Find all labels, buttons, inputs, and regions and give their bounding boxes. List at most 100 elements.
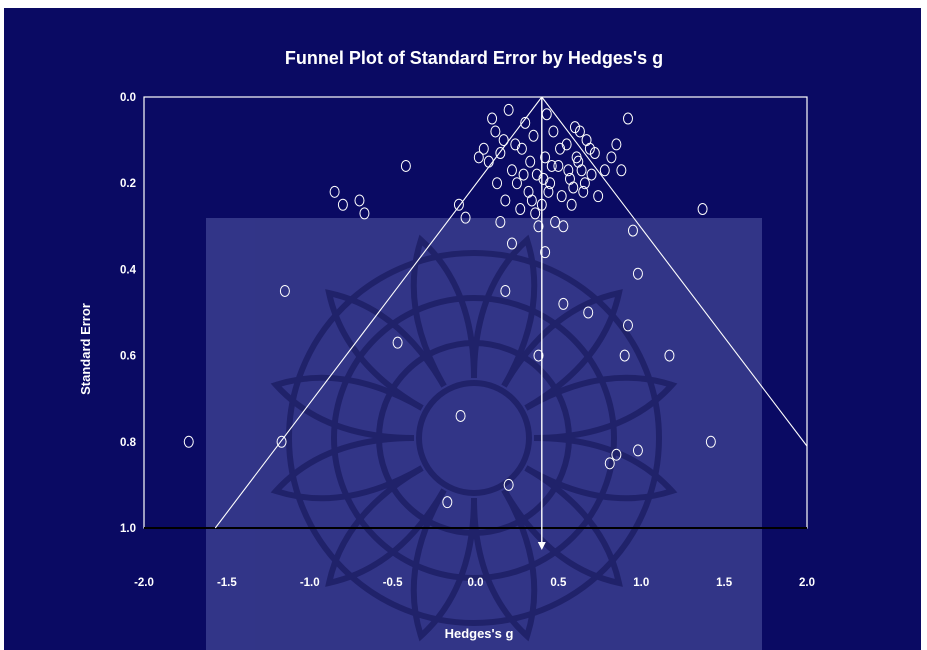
study-point (525, 155, 536, 168)
study-point (558, 220, 569, 233)
y-tick-labels: 0.0 0.2 0.4 0.6 0.8 1.0 (120, 92, 137, 535)
x-tick-label: -0.5 (383, 577, 403, 589)
funnel-line (541, 96, 808, 447)
study-point (697, 203, 708, 216)
study-point (495, 147, 506, 160)
y-tick-label: 0.6 (120, 351, 136, 363)
study-point (530, 207, 541, 220)
rosette-petal (524, 374, 678, 441)
study-point (619, 349, 630, 362)
funnel-line (214, 96, 543, 529)
rosette-petal (471, 488, 538, 642)
study-point (183, 435, 194, 448)
study-point (627, 224, 638, 237)
funnel-plot: Funnel Plot of Standard Error by Hedges'… (78, 48, 815, 641)
study-point (611, 138, 622, 151)
x-tick-label: 2.0 (799, 577, 815, 589)
study-point (455, 409, 466, 422)
study-point (503, 478, 514, 491)
study-point (536, 198, 547, 211)
y-tick-label: 0.8 (120, 437, 137, 449)
x-tick-label: 1.5 (716, 577, 733, 589)
study-point (460, 211, 471, 224)
study-point (495, 215, 506, 228)
study-point (540, 246, 551, 259)
study-point (442, 496, 453, 509)
study-point (511, 177, 522, 190)
study-point (500, 284, 511, 297)
study-point (498, 134, 509, 147)
study-point (578, 185, 589, 198)
study-point (556, 190, 567, 203)
x-tick-label: 0.0 (468, 577, 484, 589)
study-point (543, 185, 554, 198)
y-axis-label: Standard Error (78, 303, 93, 395)
study-point (506, 164, 517, 177)
study-point (533, 220, 544, 233)
study-point (515, 203, 526, 216)
study-point (563, 164, 574, 177)
study-point (492, 177, 503, 190)
study-point (606, 151, 617, 164)
study-point (589, 147, 600, 160)
study-point (487, 112, 498, 125)
study-point (632, 444, 643, 457)
study-point (453, 198, 464, 211)
study-point (581, 134, 592, 147)
study-point (593, 190, 604, 203)
study-point (359, 207, 370, 220)
study-point (574, 125, 585, 138)
study-point (541, 108, 552, 121)
study-point (546, 159, 557, 172)
study-point (622, 112, 633, 125)
study-point (569, 121, 580, 134)
study-point (478, 142, 489, 155)
rosette-petal (501, 465, 623, 587)
study-point (558, 297, 569, 310)
study-point (566, 198, 577, 211)
study-point (520, 116, 531, 129)
watermark-panel (206, 218, 762, 650)
study-point (632, 267, 643, 280)
study-point (616, 164, 627, 177)
mean-effect-arrow-icon (537, 542, 546, 550)
study-point (483, 155, 494, 168)
study-point (540, 151, 551, 164)
rosette-petal (270, 435, 424, 502)
study-point (528, 129, 539, 142)
study-point (392, 336, 403, 349)
rosette-petal (325, 465, 447, 587)
rosette-petal (270, 374, 424, 441)
study-point (279, 284, 290, 297)
study-point (473, 151, 484, 164)
study-point (400, 159, 411, 172)
x-tick-labels: -2.0 -1.5 -1.0 -0.5 0.0 0.5 1.0 1.5 2.0 (134, 577, 815, 589)
x-tick-label: -1.0 (300, 577, 320, 589)
study-point (490, 125, 501, 138)
study-point (604, 457, 615, 470)
study-point (611, 448, 622, 461)
y-tick-label: 0.4 (120, 264, 137, 276)
study-point (568, 181, 579, 194)
study-point (664, 349, 675, 362)
study-point (526, 194, 537, 207)
x-tick-label: 0.5 (550, 577, 567, 589)
rosette-petal (471, 234, 538, 388)
study-point (354, 194, 365, 207)
x-tick-label: 1.0 (633, 577, 649, 589)
study-point (555, 142, 566, 155)
study-point (705, 435, 716, 448)
study-point (506, 237, 517, 250)
rosette-petal (410, 488, 477, 642)
study-point (586, 168, 597, 181)
y-tick-label: 0.2 (120, 178, 136, 190)
chart-title: Funnel Plot of Standard Error by Hedges'… (285, 48, 663, 68)
study-point (584, 142, 595, 155)
y-tick-label: 1.0 (120, 523, 136, 535)
rosette-petal (325, 289, 447, 411)
study-point (276, 435, 287, 448)
x-tick-label: -1.5 (217, 577, 237, 589)
x-axis-label: Hedges's g (445, 626, 514, 641)
rosette-petal (501, 289, 623, 411)
study-point (599, 164, 610, 177)
